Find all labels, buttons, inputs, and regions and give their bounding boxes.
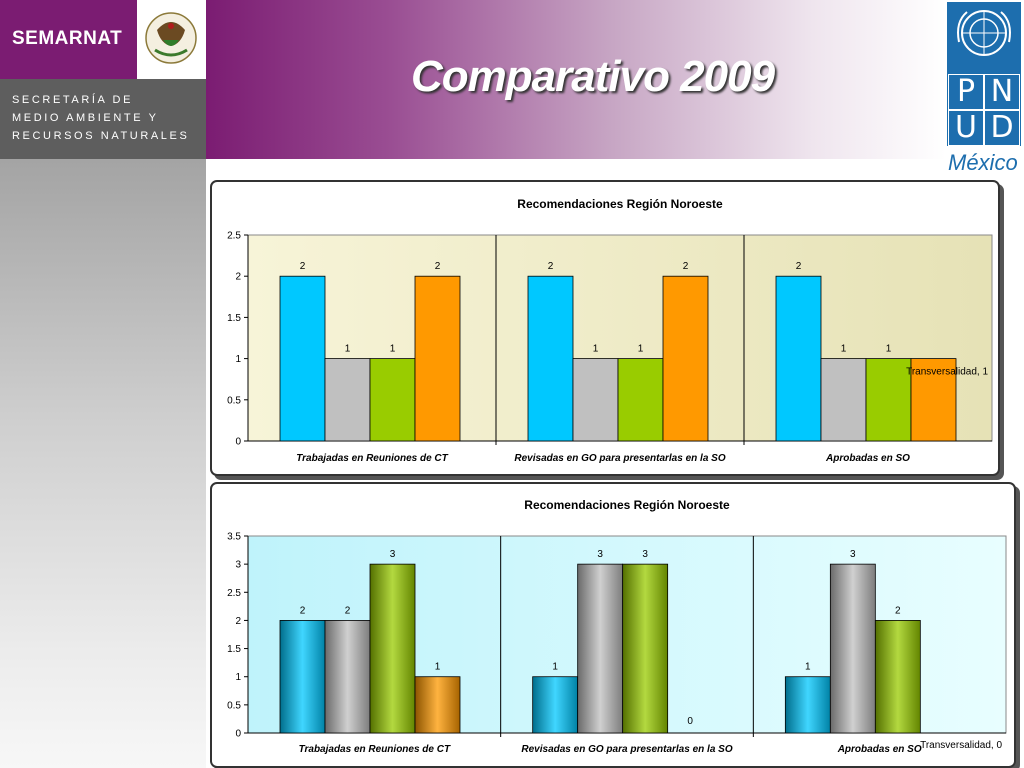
bar bbox=[784, 676, 831, 734]
undp-letter: N bbox=[984, 74, 1020, 110]
y-tick-label: 0 bbox=[235, 729, 241, 740]
org-fullname-line: SECRETARÍA DE bbox=[12, 94, 134, 106]
data-label: 2 bbox=[683, 261, 689, 272]
y-tick-label: 3 bbox=[235, 560, 241, 571]
bar-chart-2: Recomendaciones Región Noroeste 0 0.5 1 1.5 2… bbox=[227, 498, 1007, 755]
data-label: 3 bbox=[850, 549, 856, 560]
org-fullname-line: MEDIO AMBIENTE Y bbox=[12, 112, 159, 124]
bar bbox=[414, 275, 461, 442]
mexican-seal-icon bbox=[137, 0, 206, 79]
data-label: 3 bbox=[390, 549, 396, 560]
category-label: Revisadas en GO para presentarlas en la … bbox=[521, 744, 732, 755]
undp-letter: D bbox=[984, 110, 1020, 146]
data-label: 2 bbox=[300, 605, 306, 616]
bar bbox=[369, 358, 416, 442]
category-label: Aprobadas en SO bbox=[825, 453, 910, 464]
data-label: 2 bbox=[345, 605, 351, 616]
data-label: 2 bbox=[895, 605, 901, 616]
y-tick-label: 2.5 bbox=[227, 588, 241, 599]
bar bbox=[662, 275, 709, 442]
data-label: 2 bbox=[548, 261, 554, 272]
bar-chart-1: Recomendaciones Región Noroeste 0 0.5 1 1.5 2… bbox=[227, 197, 993, 464]
page-title: Comparativo 2009 bbox=[411, 52, 775, 101]
bar bbox=[279, 620, 326, 734]
data-label: 1 bbox=[552, 662, 558, 673]
data-label: Transversalidad, 1 bbox=[906, 367, 988, 378]
undp-logo: P N U D México bbox=[946, 0, 1024, 178]
data-label: 1 bbox=[841, 344, 847, 355]
bar bbox=[910, 358, 957, 442]
category-label: Aprobadas en SO bbox=[837, 744, 922, 755]
bar bbox=[369, 563, 416, 734]
category-label: Revisadas en GO para presentarlas en la … bbox=[514, 453, 725, 464]
data-label: 3 bbox=[597, 549, 603, 560]
category-label: Trabajadas en Reuniones de CT bbox=[299, 744, 451, 755]
data-label: 1 bbox=[345, 344, 351, 355]
bar bbox=[874, 620, 921, 734]
org-fullname-box: SECRETARÍA DE MEDIO AMBIENTE Y RECURSOS … bbox=[0, 79, 206, 159]
un-emblem-icon bbox=[957, 10, 1011, 56]
org-name: SEMARNAT bbox=[12, 28, 123, 49]
data-label: 2 bbox=[300, 261, 306, 272]
bar bbox=[324, 358, 371, 442]
undp-country: México bbox=[948, 150, 1018, 175]
category-label: Trabajadas en Reuniones de CT bbox=[296, 453, 448, 464]
y-tick-label: 3.5 bbox=[227, 532, 241, 543]
y-tick-label: 0 bbox=[235, 437, 241, 448]
undp-logo-block: P N U D bbox=[947, 2, 1021, 146]
data-label: 2 bbox=[435, 261, 441, 272]
data-label: 0 bbox=[687, 716, 693, 727]
undp-letter: U bbox=[948, 110, 984, 146]
y-tick-label: 0.5 bbox=[227, 395, 241, 406]
bar bbox=[532, 676, 579, 734]
bar bbox=[820, 358, 867, 442]
bar bbox=[617, 358, 664, 442]
header-band: Comparativo 2009 bbox=[206, 0, 946, 159]
data-label: 3 bbox=[642, 549, 648, 560]
data-label: 2 bbox=[796, 261, 802, 272]
y-tick-label: 1.5 bbox=[227, 313, 241, 324]
undp-letter: P bbox=[948, 74, 984, 110]
semarnat-logo: SEMARNAT bbox=[0, 0, 137, 79]
chart-panel-2: Recomendaciones Región Noroeste 0 0.5 1 1.5 2… bbox=[210, 482, 1016, 768]
y-tick-label: 2 bbox=[235, 616, 241, 627]
chart-title: Recomendaciones Región Noroeste bbox=[517, 197, 723, 211]
y-tick-label: 1 bbox=[235, 672, 241, 683]
data-label: 1 bbox=[638, 344, 644, 355]
bar bbox=[279, 275, 326, 442]
org-fullname-line: RECURSOS NATURALES bbox=[12, 130, 190, 142]
bar bbox=[414, 676, 461, 734]
bar bbox=[865, 358, 912, 442]
chart-panel-1: Recomendaciones Región Noroeste 0 0.5 1 1.5 2… bbox=[210, 180, 1000, 476]
bar bbox=[775, 275, 822, 442]
y-tick-label: 2.5 bbox=[227, 231, 241, 242]
chart-title: Recomendaciones Región Noroeste bbox=[524, 498, 730, 512]
data-label: 1 bbox=[805, 662, 811, 673]
bar bbox=[324, 620, 371, 734]
data-label: 1 bbox=[390, 344, 396, 355]
bar bbox=[829, 563, 876, 734]
y-tick-label: 1.5 bbox=[227, 644, 241, 655]
y-tick-label: 1 bbox=[235, 354, 241, 365]
y-tick-label: 0.5 bbox=[227, 700, 241, 711]
data-label: 1 bbox=[435, 662, 441, 673]
bar bbox=[577, 563, 624, 734]
bar bbox=[527, 275, 574, 442]
data-label: Transversalidad, 0 bbox=[920, 740, 1002, 751]
bar bbox=[622, 563, 669, 734]
data-label: 1 bbox=[593, 344, 599, 355]
bar bbox=[572, 358, 619, 442]
data-label: 1 bbox=[886, 344, 892, 355]
y-tick-label: 2 bbox=[235, 272, 241, 283]
